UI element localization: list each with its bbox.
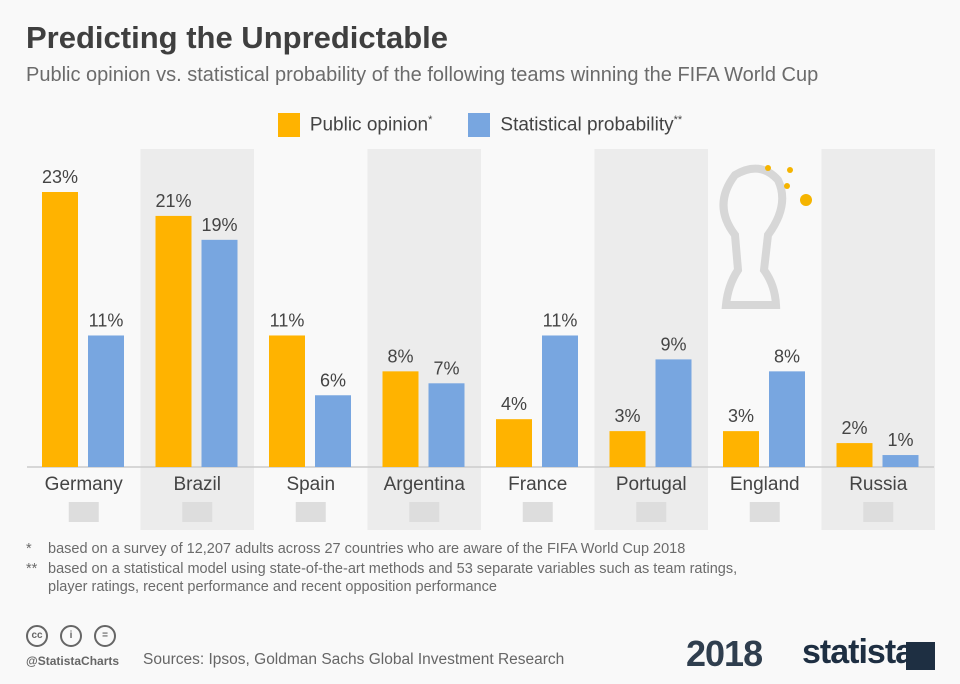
data-label: 6%	[320, 370, 346, 390]
category-label: Spain	[286, 474, 335, 495]
category-label: England	[730, 474, 800, 495]
data-label: 11%	[89, 310, 124, 330]
attribution-icon: i	[60, 625, 82, 647]
bar-england-public	[723, 431, 759, 467]
star-icon	[765, 165, 771, 171]
data-label: 8%	[387, 346, 413, 366]
footnote-1: * based on a survey of 12,207 adults acro…	[26, 541, 686, 557]
category-label: Germany	[45, 474, 124, 495]
legend-label: Statistical probability	[500, 114, 674, 136]
star-icon	[787, 167, 793, 173]
data-label: 3%	[728, 406, 754, 426]
flag-russia-icon	[863, 502, 894, 522]
bar-chart: 23% 11% Germany 21% 19% Brazil 11% 6% Spain 8% 7% A…	[27, 149, 935, 530]
bar-england-statistical	[769, 371, 805, 467]
category-label: Portugal	[616, 474, 687, 495]
footnote-2: ** based on a statistical model using sta…	[26, 561, 738, 577]
bar-argentina-public	[382, 371, 419, 467]
flag-spain-icon	[295, 502, 326, 522]
statista-logo[interactable]: statista	[802, 633, 914, 671]
legend-item-statistical-probability: Statistical probability**	[468, 113, 682, 137]
bar-portugal-public	[609, 431, 646, 467]
legend-item-public-opinion: Public opinion*	[277, 113, 433, 137]
statista-logo-icon	[906, 642, 935, 670]
data-label: 7%	[433, 358, 459, 378]
flag-france-icon	[522, 502, 553, 522]
bar-russia-statistical	[882, 455, 919, 467]
legend-swatch-public-opinion	[277, 113, 300, 137]
bar-spain-statistical	[315, 395, 351, 467]
data-label: 21%	[155, 191, 191, 211]
star-icon	[800, 194, 812, 206]
bar-spain-public	[269, 335, 305, 467]
trophy-icon	[719, 164, 787, 309]
flag-england-icon	[749, 502, 780, 522]
data-label: 11%	[543, 310, 578, 330]
data-label: 4%	[501, 394, 527, 414]
category-band	[821, 149, 935, 530]
data-label: 9%	[660, 334, 686, 354]
category-label: Argentina	[384, 474, 466, 495]
flag-brazil-icon	[182, 502, 213, 522]
data-label: 1%	[887, 430, 913, 450]
legend: Public opinion* Statistical probability*…	[0, 113, 960, 137]
legend-marker: **	[673, 113, 683, 126]
creative-commons-icon: cc	[26, 625, 48, 647]
data-label: 23%	[42, 167, 78, 187]
bar-russia-public	[836, 443, 873, 467]
bar-germany-statistical	[88, 335, 124, 467]
world-cup-2018-logo: 2018	[686, 633, 763, 674]
legend-swatch-statistical-probability	[468, 113, 491, 137]
chart-subtitle: Public opinion vs. statistical probabili…	[26, 64, 819, 86]
bar-brazil-public	[155, 215, 192, 467]
bar-france-public	[496, 419, 532, 467]
bar-germany-public	[42, 192, 78, 467]
bar-portugal-statistical	[655, 359, 692, 467]
no-derivatives-icon: =	[94, 625, 116, 647]
category-label: France	[508, 474, 567, 495]
star-icon	[784, 183, 790, 189]
data-label: 8%	[774, 346, 800, 366]
bar-brazil-statistical	[201, 239, 238, 467]
source-text: Sources: Ipsos, Goldman Sachs Global Inv…	[143, 651, 565, 668]
bar-france-statistical	[542, 335, 578, 467]
category-band	[367, 149, 481, 530]
category-band	[594, 149, 708, 530]
bar-argentina-statistical	[428, 383, 465, 467]
data-label: 3%	[614, 406, 640, 426]
data-label: 19%	[201, 215, 237, 235]
legend-marker: *	[428, 113, 433, 126]
data-label: 11%	[270, 310, 305, 330]
category-label: Brazil	[173, 474, 221, 495]
footnote-2-cont: player ratings, recent performance and r…	[48, 579, 497, 595]
flag-germany-icon	[68, 502, 99, 522]
chart-title: Predicting the Unpredictable	[26, 20, 449, 55]
flag-portugal-icon	[636, 502, 667, 522]
legend-label: Public opinion	[309, 114, 429, 136]
category-label: Russia	[849, 474, 908, 495]
flag-argentina-icon	[409, 502, 440, 522]
social-handle[interactable]: @StatistaCharts	[26, 654, 120, 668]
data-label: 2%	[841, 418, 867, 438]
